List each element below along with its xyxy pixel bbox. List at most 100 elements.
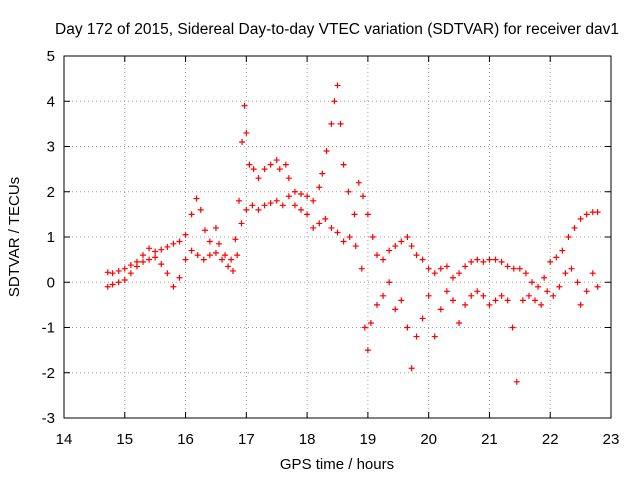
y-tick-label: -2 — [42, 365, 55, 382]
data-point-marker — [146, 256, 153, 263]
data-point-marker — [188, 247, 195, 254]
data-point-marker — [547, 258, 554, 265]
data-point-marker — [594, 283, 601, 290]
data-point-marker — [437, 306, 444, 313]
data-point-marker — [202, 227, 209, 234]
data-point-marker — [140, 252, 147, 259]
x-tick-label: 14 — [56, 431, 73, 448]
data-point-marker — [164, 243, 171, 250]
data-point-marker — [449, 274, 456, 281]
data-point-marker — [182, 256, 189, 263]
data-point-marker — [361, 324, 368, 331]
data-point-marker — [398, 297, 405, 304]
data-point-marker — [276, 166, 283, 173]
data-point-marker — [351, 211, 358, 218]
data-point-marker — [408, 243, 415, 250]
data-point-marker — [304, 211, 311, 218]
y-tick-label: 2 — [47, 184, 55, 201]
data-point-marker — [282, 161, 289, 168]
y-tick-label: -1 — [42, 320, 55, 337]
data-point-marker — [437, 265, 444, 272]
data-point-marker — [127, 262, 134, 269]
data-point-marker — [291, 202, 298, 209]
data-point-marker — [504, 297, 511, 304]
data-point-marker — [404, 324, 411, 331]
data-point-marker — [334, 82, 341, 89]
data-point-marker — [140, 258, 147, 265]
data-point-marker — [158, 261, 165, 268]
data-point-marker — [250, 166, 257, 173]
data-point-marker — [310, 197, 317, 204]
data-point-marker — [323, 148, 330, 155]
data-point-marker — [577, 215, 584, 222]
data-point-marker — [246, 161, 253, 168]
data-point-marker — [346, 234, 353, 240]
x-tick-label: 20 — [420, 431, 437, 448]
data-point-marker — [212, 224, 219, 231]
x-axis-ticks: 14 15 16 17 18 19 20 21 22 23 — [56, 56, 619, 448]
data-point-marker — [374, 301, 381, 308]
data-point-marker — [104, 269, 111, 276]
data-point-marker — [225, 263, 232, 270]
data-point-marker — [367, 319, 374, 326]
data-point-marker — [431, 333, 438, 340]
data-point-marker — [206, 238, 213, 245]
data-point-marker — [519, 297, 526, 304]
data-point-marker — [509, 324, 516, 331]
data-point-marker — [404, 234, 411, 240]
data-point-marker — [206, 252, 213, 259]
data-point-marker — [577, 301, 584, 308]
data-point-marker — [328, 224, 335, 231]
data-point-marker — [486, 301, 493, 308]
data-point-marker — [374, 252, 381, 259]
data-point-marker — [413, 252, 420, 259]
y-tick-label: 1 — [47, 229, 55, 246]
data-point-marker — [127, 270, 134, 277]
data-point-marker — [238, 220, 245, 227]
data-point-marker — [146, 245, 153, 252]
data-point-marker — [152, 248, 159, 255]
data-point-marker — [115, 279, 122, 286]
data-point-marker — [232, 236, 239, 243]
data-point-marker — [504, 263, 511, 270]
data-point-marker — [152, 254, 159, 261]
x-tick-label: 21 — [481, 431, 498, 448]
data-point-marker — [241, 102, 248, 109]
data-point-marker — [340, 161, 347, 168]
data-point-marker — [255, 175, 262, 182]
data-point-marker — [360, 193, 367, 200]
data-point-marker — [498, 292, 505, 299]
data-point-marker — [498, 258, 505, 265]
data-point-marker — [480, 258, 487, 265]
data-point-marker — [480, 292, 487, 299]
x-tick-label: 17 — [238, 431, 255, 448]
data-point-marker — [528, 279, 535, 286]
data-point-marker — [200, 256, 207, 263]
data-point-marker — [562, 270, 569, 277]
data-point-marker — [322, 215, 329, 222]
data-point-marker — [273, 197, 280, 204]
data-point-marker — [574, 279, 581, 286]
data-point-marker — [510, 265, 517, 272]
data-point-marker — [522, 270, 529, 277]
data-point-marker — [544, 288, 551, 295]
data-point-marker — [513, 378, 520, 385]
data-point-marker — [486, 256, 493, 263]
data-point-marker — [408, 365, 415, 372]
data-point-marker — [316, 184, 323, 191]
data-point-marker — [228, 256, 235, 263]
data-point-marker — [425, 292, 432, 299]
y-axis-ticks: -3 -2 -1 0 1 2 3 4 5 — [42, 48, 611, 427]
data-point-marker — [456, 270, 463, 277]
data-point-marker — [273, 157, 280, 164]
data-point-marker — [364, 347, 371, 354]
data-point-marker — [550, 292, 557, 299]
data-point-marker — [334, 229, 341, 236]
data-point-marker — [239, 138, 246, 145]
data-point-marker — [219, 256, 226, 263]
data-point-marker — [104, 283, 111, 290]
data-point-marker — [419, 315, 426, 322]
data-point-marker — [468, 258, 475, 265]
y-tick-label: -3 — [42, 410, 55, 427]
data-point-marker — [516, 265, 523, 272]
